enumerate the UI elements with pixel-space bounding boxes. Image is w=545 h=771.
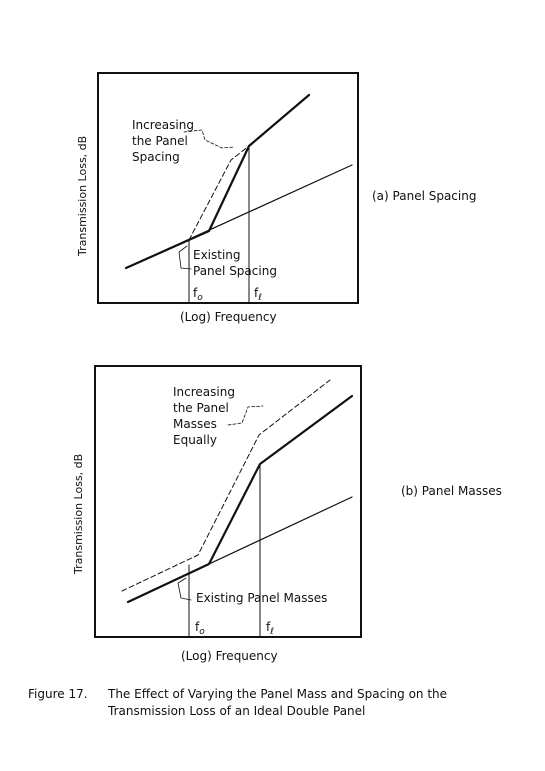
panel-a-annotation-existing: Existing Panel Spacing	[193, 247, 277, 279]
panel-a-fo-subscript: o	[197, 293, 203, 303]
panel-b-existing-curve	[126, 394, 354, 604]
panel-b-annotation-increasing-line: Masses	[173, 417, 217, 431]
panel-b-plot-frame	[94, 365, 362, 638]
panel-a-title: (a) Panel Spacing	[372, 189, 477, 203]
panel-b-increased-curve	[121, 379, 331, 592]
panel-a-fl-letter: f	[254, 286, 259, 300]
panel-a-annotation-existing-line: Panel Spacing	[193, 264, 277, 278]
figure-caption-line-2: Transmission Loss of an Ideal Double Pan…	[108, 704, 366, 718]
panel-a-fl-subscript: ℓ	[258, 293, 262, 303]
panel-a-fl-label: fℓ	[254, 286, 262, 306]
panel-a-annotation-increasing: Increasing the Panel Spacing	[132, 117, 194, 165]
panel-a-existing-curve	[124, 93, 311, 270]
panel-a-annotation-existing-line: Existing	[193, 248, 241, 262]
panel-a-plot-frame	[97, 72, 359, 304]
figure-caption: Figure 17. The Effect of Varying the Pane…	[28, 686, 447, 720]
panel-b-x-axis-label: (Log) Frequency	[181, 649, 278, 663]
panel-b-fo-label: fo	[195, 620, 205, 640]
panel-b-fl-label: fℓ	[266, 620, 274, 640]
panel-b-annotation-increasing-line: Equally	[173, 433, 217, 447]
panel-b-y-axis-label: Transmission Loss, dB	[72, 453, 85, 574]
panel-b-annotation-increasing-line: Increasing	[173, 385, 235, 399]
panel-a-annotation-increasing-line: the Panel	[132, 134, 188, 148]
panel-b-fo-letter: f	[195, 620, 200, 634]
figure-caption-line-1: The Effect of Varying the Panel Mass and…	[108, 687, 448, 701]
panel-b-annotation-increasing-line: the Panel	[173, 401, 229, 415]
panel-a-leader-existing	[178, 245, 192, 270]
panel-a-annotation-increasing-line: Increasing	[132, 118, 194, 132]
figure-caption-label: Figure 17.	[28, 687, 88, 701]
panel-b-leader-existing	[177, 577, 192, 601]
panel-b-fl-letter: f	[266, 620, 271, 634]
panel-b-leader-increasing	[227, 405, 264, 426]
panel-a-fo-letter: f	[193, 286, 198, 300]
panel-a-increased-curve	[188, 145, 250, 241]
panel-b-fl-subscript: ℓ	[270, 627, 274, 637]
panel-b-title: (b) Panel Masses	[401, 484, 502, 498]
panel-b-annotation-existing: Existing Panel Masses	[196, 591, 328, 605]
panel-a-annotation-increasing-line: Spacing	[132, 150, 180, 164]
panel-a-x-axis-label: (Log) Frequency	[180, 310, 277, 324]
panel-a-leader-increasing	[183, 129, 235, 149]
panel-a-fo-label: fo	[193, 286, 203, 306]
panel-b-fo-subscript: o	[199, 627, 205, 637]
panel-a-y-axis-label: Transmission Loss, dB	[76, 135, 89, 256]
panel-b-annotation-increasing: Increasing the Panel Masses Equally	[173, 384, 235, 448]
